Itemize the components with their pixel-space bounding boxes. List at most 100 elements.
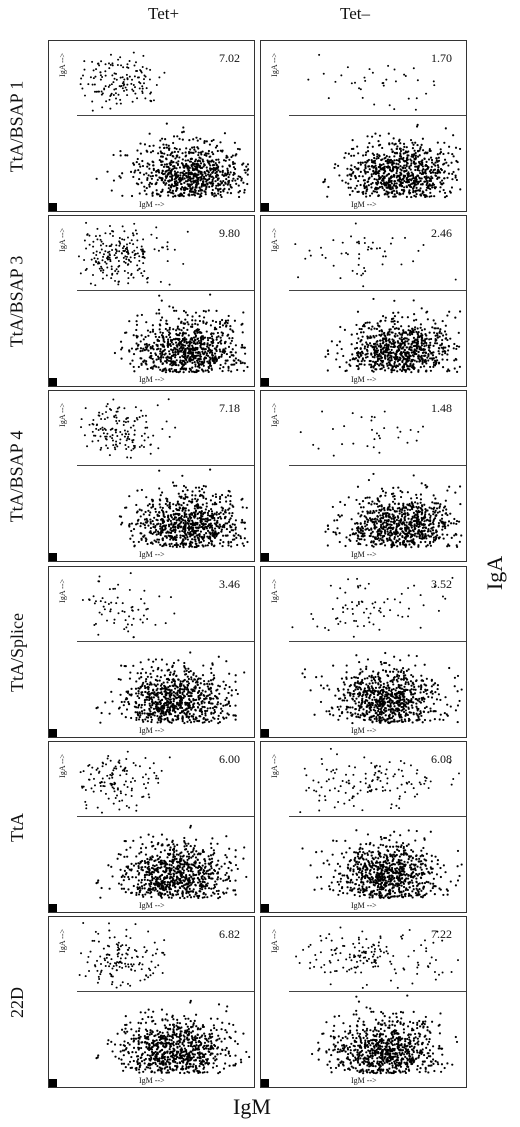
data-point xyxy=(390,342,393,345)
data-point xyxy=(168,501,171,504)
data-point xyxy=(435,338,438,342)
data-point xyxy=(214,180,217,183)
data-point xyxy=(137,168,140,172)
data-point xyxy=(126,236,129,239)
data-point xyxy=(191,346,194,349)
data-point xyxy=(128,59,131,62)
data-point xyxy=(439,328,442,331)
data-point xyxy=(387,343,390,346)
iga-gate-line xyxy=(77,465,254,466)
data-point xyxy=(364,164,367,167)
data-point xyxy=(206,170,209,173)
data-point xyxy=(237,191,240,194)
data-point xyxy=(133,171,136,174)
data-point xyxy=(444,350,447,353)
data-point xyxy=(350,82,353,85)
data-point xyxy=(391,142,394,145)
data-point xyxy=(394,354,397,357)
data-point xyxy=(156,404,159,407)
data-point xyxy=(208,185,211,188)
data-point xyxy=(126,83,129,86)
data-point xyxy=(211,512,214,515)
data-point xyxy=(191,361,194,364)
data-point xyxy=(359,347,362,351)
data-point xyxy=(149,443,152,446)
data-point xyxy=(425,92,428,95)
data-point xyxy=(142,252,145,255)
row-label-text: TtA/BSAP 4 xyxy=(6,430,27,522)
data-point xyxy=(364,496,367,500)
data-point xyxy=(180,182,183,186)
data-point xyxy=(213,522,216,525)
data-point xyxy=(228,512,231,515)
data-point xyxy=(401,177,405,180)
data-point xyxy=(383,369,387,372)
data-point xyxy=(451,178,454,181)
data-point xyxy=(408,166,411,170)
iga-percent-label: 7.18 xyxy=(219,401,240,415)
data-point xyxy=(232,162,235,166)
data-point xyxy=(148,167,151,170)
data-point xyxy=(130,449,133,452)
data-point xyxy=(147,509,150,512)
data-point xyxy=(351,269,354,272)
data-point xyxy=(155,540,158,543)
data-point xyxy=(414,177,418,180)
data-point xyxy=(372,161,375,164)
data-point xyxy=(219,193,222,197)
data-point xyxy=(219,511,222,514)
data-point xyxy=(217,335,220,338)
data-point xyxy=(455,344,459,348)
data-point xyxy=(175,363,178,367)
data-point xyxy=(390,359,393,362)
data-point xyxy=(356,310,360,313)
data-point xyxy=(366,343,369,346)
data-point xyxy=(243,537,246,540)
data-point xyxy=(195,136,198,139)
data-point xyxy=(99,71,102,74)
data-point xyxy=(357,337,360,340)
data-point xyxy=(359,163,362,166)
data-point xyxy=(137,365,140,369)
data-point xyxy=(175,538,178,542)
data-point xyxy=(320,246,322,249)
data-point xyxy=(204,193,207,196)
data-point xyxy=(145,193,148,196)
data-point xyxy=(456,160,459,164)
facs-scatter-panel: 7.02 IgA --> IgM --> xyxy=(48,40,255,212)
data-point xyxy=(376,349,380,352)
data-point xyxy=(410,159,413,162)
data-point xyxy=(409,191,412,194)
data-point xyxy=(246,173,249,176)
data-point xyxy=(377,174,380,177)
data-point xyxy=(156,538,159,541)
data-point xyxy=(354,81,356,84)
data-point xyxy=(410,174,413,177)
data-point xyxy=(155,169,158,173)
data-point xyxy=(184,520,187,523)
data-point xyxy=(428,331,431,334)
data-point xyxy=(125,417,128,420)
data-point xyxy=(388,177,391,180)
data-point xyxy=(118,442,121,445)
data-point xyxy=(187,347,190,351)
data-point xyxy=(424,338,427,341)
data-point xyxy=(396,545,399,548)
data-point xyxy=(366,337,369,340)
data-point xyxy=(158,159,161,162)
data-point xyxy=(415,330,418,334)
data-point xyxy=(391,169,395,172)
data-point xyxy=(140,434,143,437)
data-point xyxy=(219,340,222,343)
data-point xyxy=(200,340,203,344)
data-point xyxy=(88,243,91,246)
data-point xyxy=(224,172,227,175)
data-point xyxy=(437,166,440,169)
data-point xyxy=(384,357,387,360)
data-point xyxy=(214,169,217,172)
data-point xyxy=(451,152,454,156)
data-point xyxy=(370,527,373,530)
data-point xyxy=(205,166,208,169)
data-point xyxy=(142,173,146,176)
data-point xyxy=(217,169,220,172)
